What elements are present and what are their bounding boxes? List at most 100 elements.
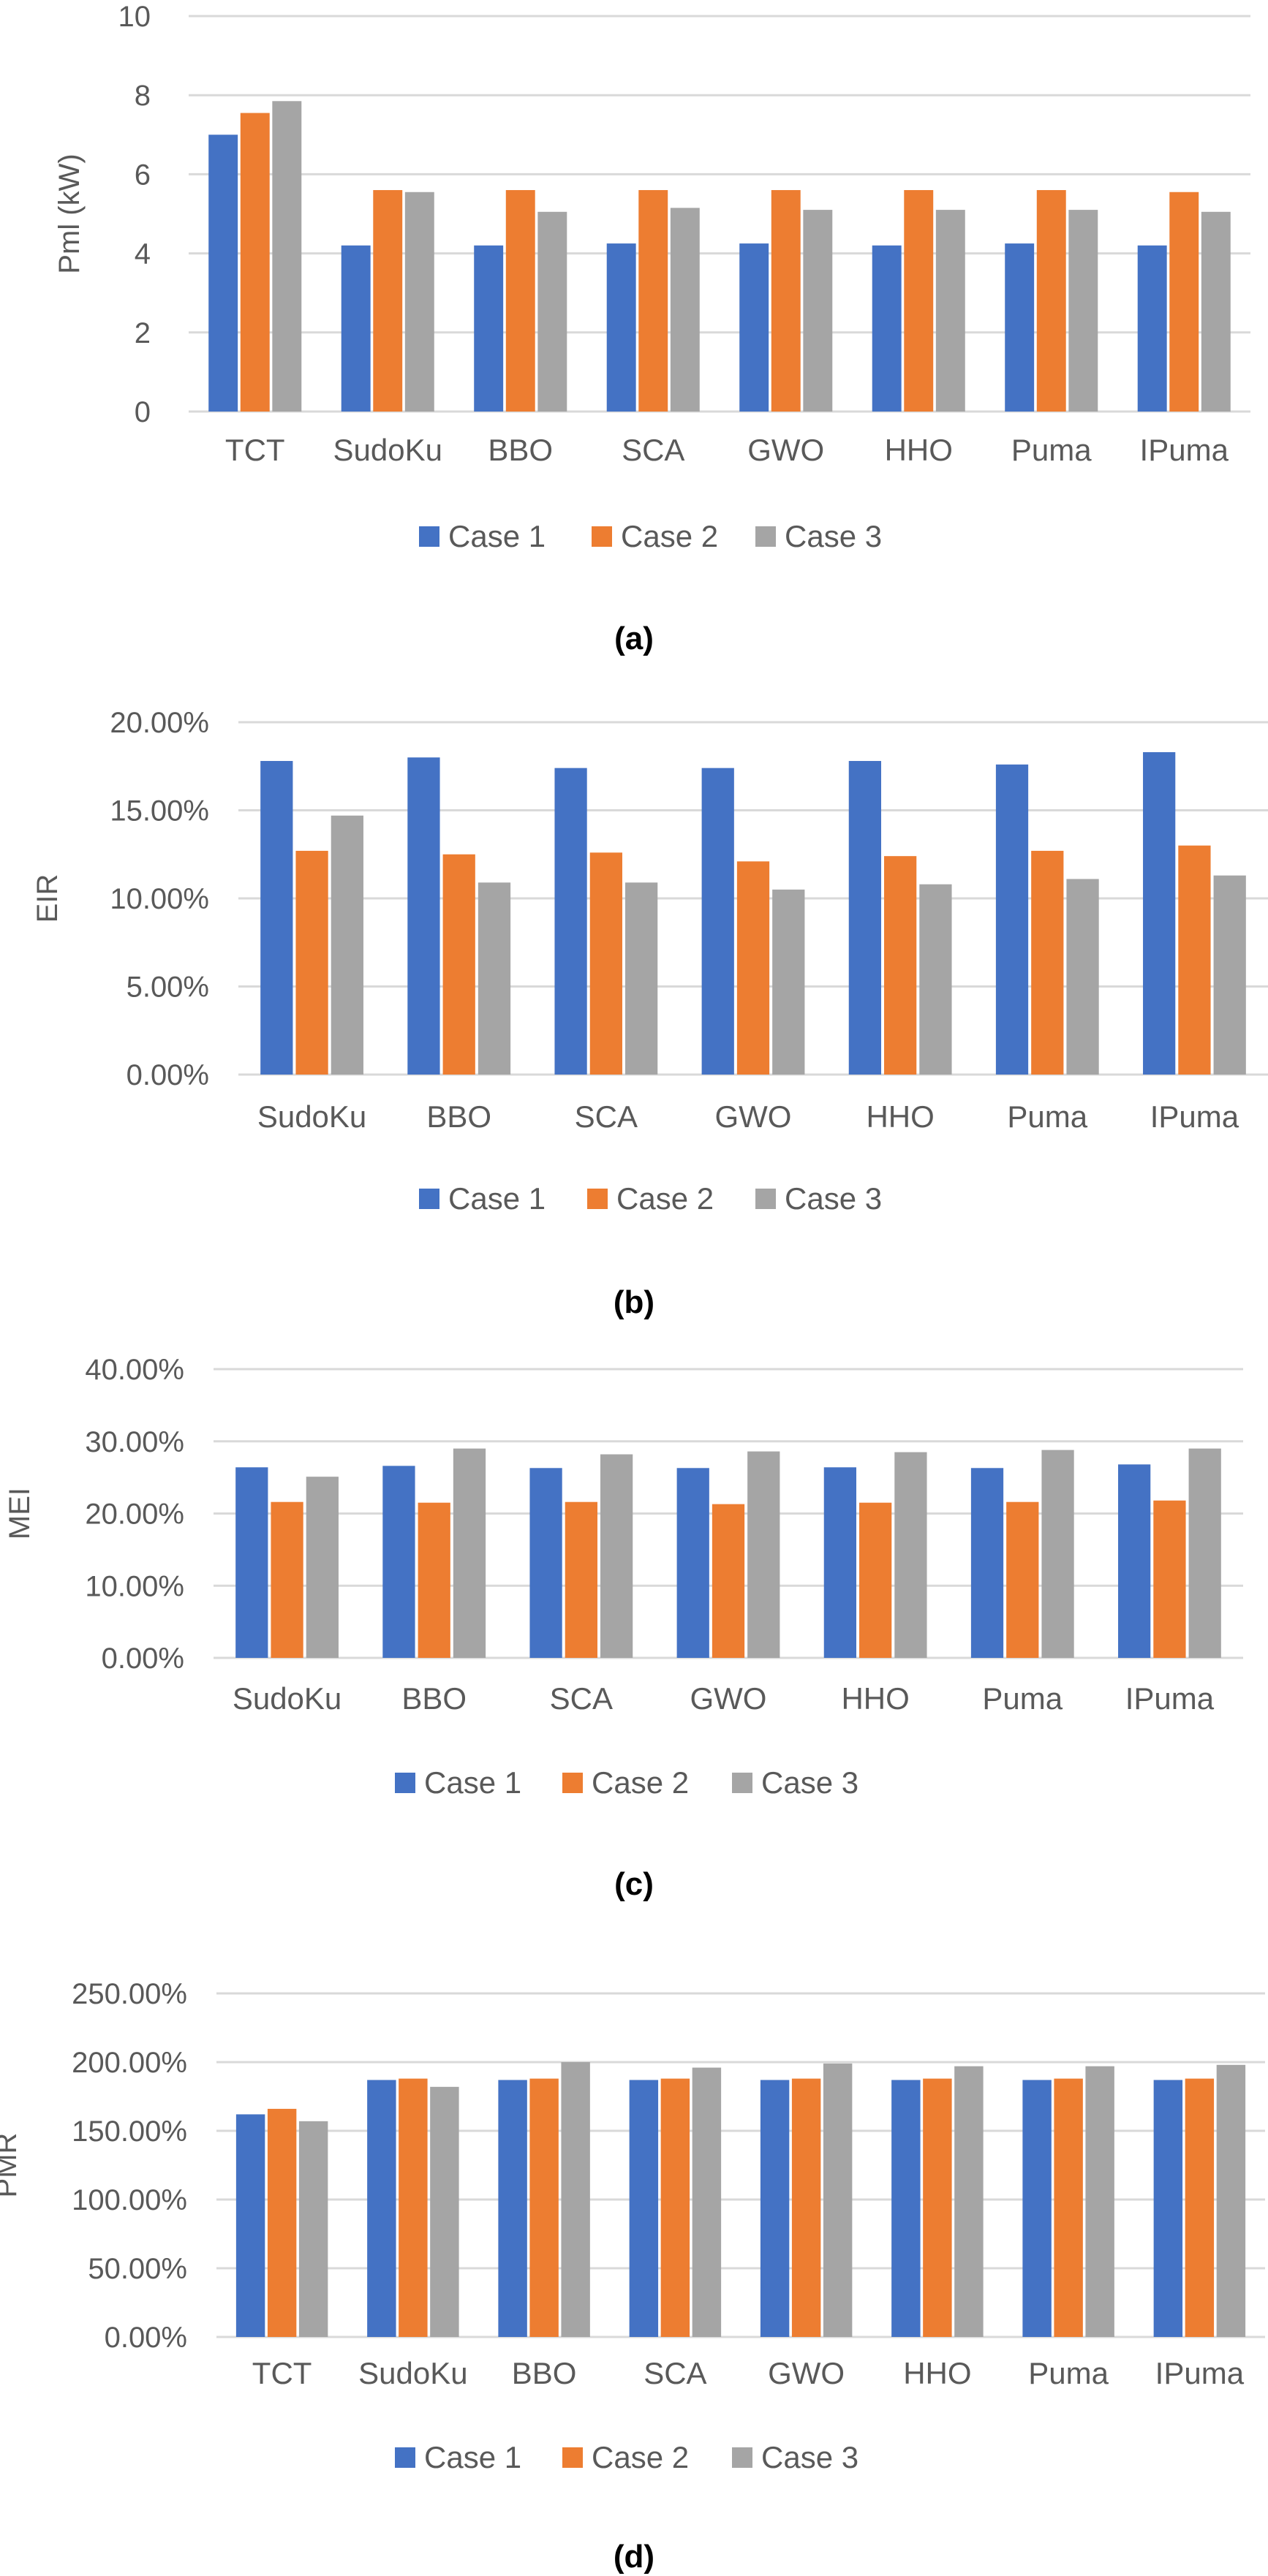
bar-gwo-case3 bbox=[747, 1451, 780, 1658]
bar-bbo-case1 bbox=[474, 245, 504, 412]
chart-c: 0.00% 10.00% 20.00% 30.00% 40.00% MEI SudoKu BB… bbox=[4, 1354, 1243, 1902]
bar-gwo-case1 bbox=[739, 243, 769, 412]
x-tick-label: BBO bbox=[512, 2356, 577, 2390]
legend-label-case1: Case 1 bbox=[424, 2440, 521, 2474]
bar-hho-case1 bbox=[891, 2080, 921, 2337]
legend-swatch-case1 bbox=[395, 2447, 415, 2468]
x-tick-label: HHO bbox=[841, 1681, 909, 1716]
x-tick-label: SCA bbox=[644, 2356, 706, 2390]
legend-label-case1: Case 1 bbox=[448, 1181, 546, 1216]
x-tick-label: SudoKu bbox=[257, 1099, 366, 1134]
y-tick-label: 150.00% bbox=[72, 2115, 187, 2148]
legend-swatch-case2 bbox=[562, 1773, 583, 1793]
bar-ipuma-case3 bbox=[1216, 2064, 1246, 2337]
x-tick-label: Puma bbox=[982, 1681, 1063, 1716]
bar-ipuma-case2 bbox=[1185, 2078, 1215, 2337]
x-tick-label: GWO bbox=[768, 2356, 845, 2390]
y-tick-label: 250.00% bbox=[72, 1978, 187, 2010]
bar-sca-case3 bbox=[692, 2067, 722, 2337]
x-tick-label: TCT bbox=[225, 433, 285, 467]
bar-tct-case2 bbox=[267, 2108, 297, 2337]
bar-sudoku-case1 bbox=[341, 245, 371, 412]
y-tick-label: 0 bbox=[135, 396, 151, 428]
bar-sudoku-case2 bbox=[271, 1501, 303, 1658]
y-axis-label: Pml (kW) bbox=[53, 154, 86, 273]
legend-swatch-case3 bbox=[755, 526, 776, 547]
bar-gwo-case2 bbox=[791, 2078, 821, 2337]
bar-bbo-case3 bbox=[478, 882, 511, 1075]
bar-ipuma-case2 bbox=[1169, 192, 1199, 412]
bar-sca-case3 bbox=[600, 1454, 633, 1658]
legend: Case 1 Case 2 Case 3 bbox=[395, 2440, 858, 2474]
bar-tct-case1 bbox=[235, 2114, 265, 2337]
x-tick-label: SudoKu bbox=[233, 1681, 341, 1716]
x-tick-label: BBO bbox=[488, 433, 553, 467]
bar-puma-case1 bbox=[995, 764, 1029, 1075]
y-tick-label: 10.00% bbox=[85, 1570, 184, 1602]
bar-hho-case2 bbox=[884, 856, 917, 1075]
bar-tct-case2 bbox=[240, 113, 270, 412]
bar-puma-case1 bbox=[1005, 243, 1035, 412]
legend-label-case3: Case 3 bbox=[761, 2440, 858, 2474]
bar-sca-case1 bbox=[606, 243, 636, 412]
x-tick-label: GWO bbox=[747, 433, 824, 467]
legend-label-case3: Case 3 bbox=[761, 1765, 858, 1800]
bar-bbo-case2 bbox=[442, 854, 475, 1075]
y-tick-label: 6 bbox=[135, 159, 151, 191]
bar-puma-case3 bbox=[1066, 879, 1099, 1075]
bar-puma-case1 bbox=[970, 1468, 1004, 1658]
bar-gwo-case1 bbox=[676, 1468, 709, 1658]
bar-ipuma-case3 bbox=[1188, 1448, 1221, 1658]
bar-puma-case3 bbox=[1041, 1450, 1074, 1658]
x-tick-label: SCA bbox=[622, 433, 684, 467]
bar-hho-case1 bbox=[848, 761, 881, 1075]
legend-label-case3: Case 3 bbox=[785, 1181, 882, 1216]
bar-sca-case2 bbox=[589, 852, 622, 1075]
x-tick-label: TCT bbox=[252, 2356, 312, 2390]
x-tick-label: Puma bbox=[1011, 433, 1092, 467]
bar-hho-case3 bbox=[935, 210, 965, 412]
x-tick-label: IPuma bbox=[1150, 1099, 1239, 1134]
bar-ipuma-case2 bbox=[1178, 845, 1211, 1075]
bar-sca-case1 bbox=[554, 768, 587, 1075]
bar-sudoku-case2 bbox=[295, 850, 328, 1075]
y-axis-label: PMR bbox=[0, 2133, 23, 2198]
bar-sudoku-case3 bbox=[306, 1477, 339, 1658]
bar-ipuma-case2 bbox=[1153, 1500, 1186, 1658]
bar-ipuma-case3 bbox=[1213, 875, 1246, 1075]
y-tick-label: 20.00% bbox=[110, 707, 209, 739]
legend-label-case2: Case 2 bbox=[592, 1765, 689, 1800]
x-tick-label: IPuma bbox=[1155, 2356, 1245, 2390]
bar-hho-case3 bbox=[919, 884, 952, 1075]
x-tick-label: BBO bbox=[426, 1099, 491, 1134]
legend-swatch-case1 bbox=[419, 1189, 439, 1209]
panel-label: (b) bbox=[614, 1284, 654, 1320]
y-tick-label: 4 bbox=[135, 238, 151, 270]
bar-ipuma-case3 bbox=[1201, 211, 1231, 412]
legend-swatch-case2 bbox=[562, 2447, 583, 2468]
x-tick-label: SCA bbox=[550, 1681, 613, 1716]
x-tick-label: GWO bbox=[715, 1099, 792, 1134]
legend-label-case3: Case 3 bbox=[785, 519, 882, 553]
panel-label: (a) bbox=[614, 621, 654, 656]
bar-sudoku-case3 bbox=[430, 2086, 459, 2337]
bar-bbo-case3 bbox=[453, 1448, 486, 1658]
panel-label: (d) bbox=[614, 2539, 654, 2575]
bar-hho-case3 bbox=[954, 2066, 984, 2337]
bar-puma-case3 bbox=[1085, 2066, 1114, 2337]
bar-sudoku-case1 bbox=[260, 761, 293, 1075]
x-tick-label: IPuma bbox=[1140, 433, 1229, 467]
bar-puma-case3 bbox=[1068, 210, 1098, 412]
bar-puma-case2 bbox=[1036, 190, 1066, 412]
bar-bbo-case1 bbox=[498, 2080, 527, 2337]
bar-puma-case2 bbox=[1054, 2078, 1083, 2337]
x-tick-label: Puma bbox=[1028, 2356, 1109, 2390]
bar-gwo-case2 bbox=[736, 861, 770, 1075]
bar-sudoku-case2 bbox=[399, 2078, 428, 2337]
bar-ipuma-case1 bbox=[1118, 1464, 1151, 1658]
bar-sca-case3 bbox=[625, 882, 658, 1075]
bar-puma-case2 bbox=[1006, 1501, 1039, 1658]
legend-swatch-case1 bbox=[395, 1773, 415, 1793]
bar-tct-case3 bbox=[272, 101, 302, 412]
y-tick-label: 10.00% bbox=[110, 883, 209, 915]
